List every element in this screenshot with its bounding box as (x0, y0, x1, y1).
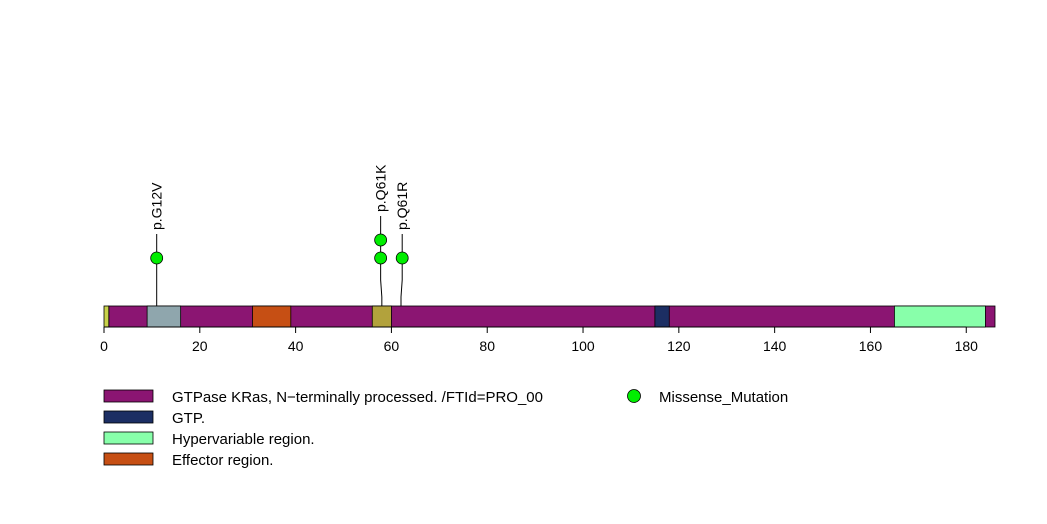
mutation-label-0: p.G12V (149, 182, 165, 230)
legend-swatch-3 (103, 452, 154, 466)
mutation-point-1-1 (374, 233, 388, 247)
legend-swatch-0 (103, 389, 154, 403)
domain-0 (108, 305, 996, 328)
legend-swatch-2 (103, 431, 154, 445)
mutation-lollipops: p.G12V p.Q61K p.Q61R (149, 164, 410, 306)
legend-mutation-marker-0 (627, 389, 641, 403)
mutation-label-1: p.Q61K (373, 164, 389, 212)
x-tick-label-0: 0 (100, 338, 108, 354)
x-tick-label-180: 180 (955, 338, 979, 354)
legend-label-1: GTP. (172, 410, 205, 427)
x-tick-label-60: 60 (384, 338, 400, 354)
legend-mutation-label-0: Missense_Mutation (659, 389, 788, 406)
domain-1 (103, 305, 110, 328)
mutation-label-2: p.Q61R (394, 182, 410, 230)
x-tick-label-120: 120 (667, 338, 691, 354)
legend-swatch-1 (103, 410, 154, 424)
x-tick-label-100: 100 (571, 338, 595, 354)
mutation-stem-1 (380, 258, 383, 306)
legend-label-0: GTPase KRas, N−terminally processed. /FT… (172, 389, 543, 406)
domain-6 (894, 305, 986, 328)
x-tick-label-80: 80 (479, 338, 495, 354)
protein-domains (103, 305, 996, 328)
domain-3 (252, 305, 292, 328)
x-axis: 0 20 40 60 80 100 120 140 160 180 (100, 326, 979, 354)
mutation-point-1-0 (374, 251, 388, 265)
legend-label-2: Hypervariable region. (172, 431, 315, 448)
mutation-stem-2 (400, 258, 403, 306)
legend: GTPase KRas, N−terminally processed. /FT… (103, 389, 788, 469)
x-tick-label-40: 40 (288, 338, 304, 354)
domain-4 (371, 305, 392, 328)
mutation-point-0-0 (150, 251, 164, 265)
x-tick-label-20: 20 (192, 338, 208, 354)
x-tick-label-160: 160 (859, 338, 883, 354)
mutation-point-2-0 (395, 251, 409, 265)
legend-label-3: Effector region. (172, 452, 273, 469)
domain-2 (146, 305, 182, 328)
x-tick-label-140: 140 (763, 338, 787, 354)
domain-5 (654, 305, 670, 328)
